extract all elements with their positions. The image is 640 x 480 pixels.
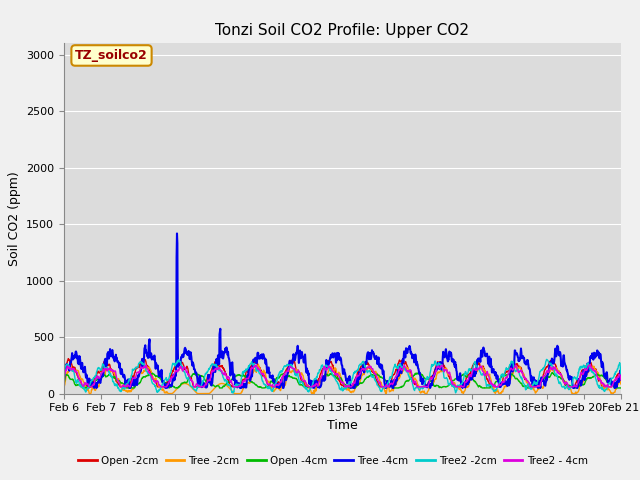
Title: Tonzi Soil CO2 Profile: Upper CO2: Tonzi Soil CO2 Profile: Upper CO2 [216, 23, 469, 38]
Tree2 -2cm [246, 361, 254, 367]
Open -2cm [548, 356, 556, 361]
Tree2 - 4cm [171, 370, 179, 376]
Tree2 - 4cm [246, 368, 254, 373]
Line: Open -2cm: Open -2cm [64, 359, 621, 387]
Tree -2cm [246, 379, 254, 385]
Line: Tree2 - 4cm: Tree2 - 4cm [64, 365, 621, 387]
Open -4cm [246, 379, 254, 384]
Open -2cm [246, 363, 254, 369]
Open -2cm [171, 364, 179, 370]
Text: TZ_soilco2: TZ_soilco2 [75, 49, 148, 62]
Tree2 -2cm [229, 390, 237, 396]
Tree -2cm [552, 365, 559, 371]
Tree -2cm [255, 362, 262, 368]
Open -4cm [79, 385, 86, 391]
Open -4cm [617, 385, 625, 391]
Open -2cm [617, 375, 625, 381]
Tree -4cm [552, 346, 559, 351]
Tree2 - 4cm [586, 362, 594, 368]
Open -2cm [552, 361, 559, 367]
Open -4cm [171, 384, 179, 390]
Tree -2cm [60, 386, 68, 392]
Open -2cm [429, 372, 437, 378]
Tree2 - 4cm [184, 372, 192, 378]
Open -4cm [502, 372, 509, 378]
Open -4cm [184, 377, 192, 383]
Tree2 - 4cm [60, 379, 68, 385]
Line: Open -4cm: Open -4cm [64, 372, 621, 388]
Tree -2cm [502, 382, 510, 388]
Legend: Open -2cm, Tree -2cm, Open -4cm, Tree -4cm, Tree2 -2cm, Tree2 - 4cm: Open -2cm, Tree -2cm, Open -4cm, Tree -4… [74, 452, 592, 470]
Tree2 - 4cm [502, 376, 509, 382]
Line: Tree2 -2cm: Tree2 -2cm [64, 360, 621, 393]
Y-axis label: Soil CO2 (ppm): Soil CO2 (ppm) [8, 171, 20, 266]
Open -4cm [548, 370, 556, 375]
Tree -4cm [502, 381, 510, 387]
Tree2 -2cm [170, 360, 178, 366]
Tree2 - 4cm [86, 384, 94, 390]
Tree2 -2cm [543, 357, 550, 362]
Tree -4cm [185, 348, 193, 354]
Tree -4cm [429, 374, 437, 380]
Tree -4cm [617, 377, 625, 383]
Tree -2cm [86, 391, 93, 396]
Tree2 -2cm [552, 372, 559, 377]
Open -4cm [429, 381, 437, 386]
Tree -4cm [60, 378, 68, 384]
Tree -4cm [171, 377, 179, 383]
Tree -4cm [247, 374, 255, 380]
Tree2 -2cm [617, 371, 625, 377]
Tree -4cm [93, 385, 100, 391]
Tree -2cm [184, 382, 192, 387]
Tree2 -2cm [429, 362, 437, 368]
Line: Tree -2cm: Tree -2cm [64, 365, 621, 394]
Open -4cm [552, 373, 559, 379]
Open -2cm [184, 368, 192, 374]
Tree2 -2cm [60, 376, 68, 382]
Open -2cm [502, 368, 509, 374]
Tree2 - 4cm [551, 365, 559, 371]
Tree -2cm [171, 388, 179, 394]
Tree2 -2cm [502, 367, 509, 372]
Tree -2cm [429, 379, 437, 384]
Tree -4cm [173, 230, 181, 236]
X-axis label: Time: Time [327, 419, 358, 432]
Tree -2cm [617, 381, 625, 387]
Tree2 - 4cm [429, 374, 437, 380]
Tree2 -2cm [184, 375, 191, 381]
Open -2cm [78, 384, 86, 390]
Open -4cm [60, 381, 68, 387]
Line: Tree -4cm: Tree -4cm [64, 233, 621, 388]
Tree2 - 4cm [617, 377, 625, 383]
Open -2cm [60, 375, 68, 381]
